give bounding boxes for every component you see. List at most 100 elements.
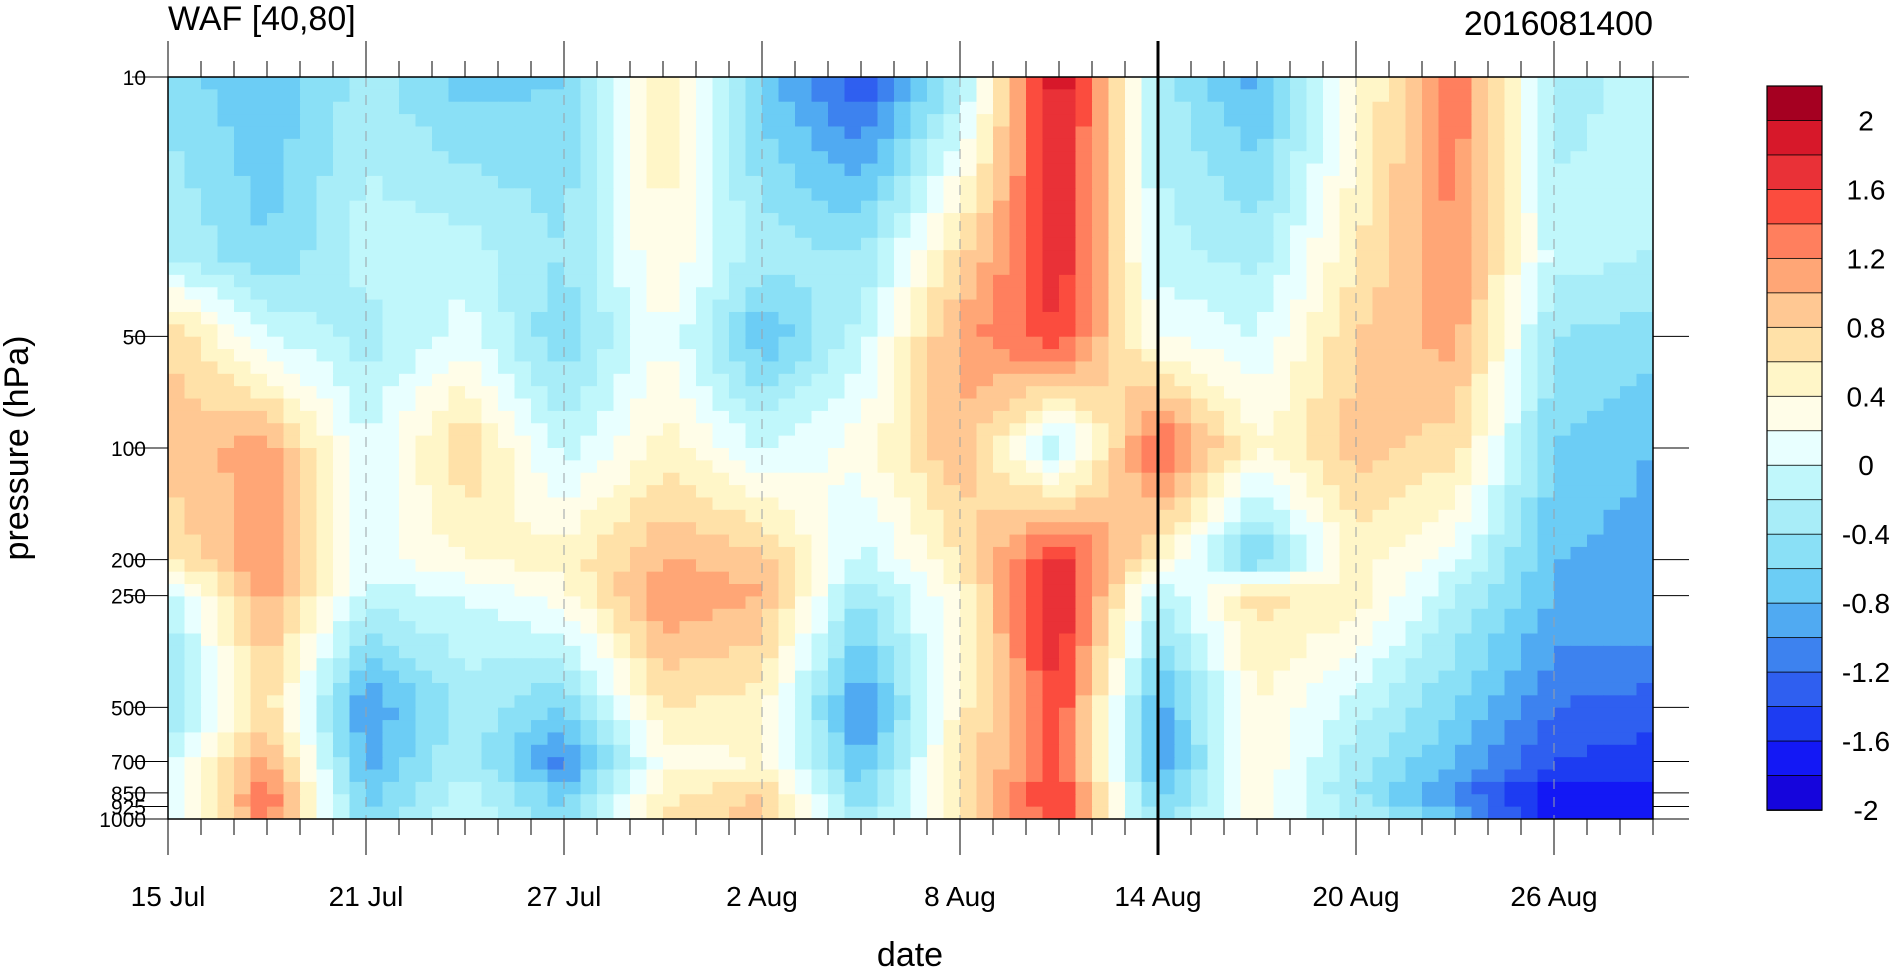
- field-cell: [217, 534, 235, 548]
- field-cell: [1587, 546, 1605, 560]
- field-cell: [514, 163, 532, 177]
- field-cell: [1636, 534, 1653, 548]
- field-cell: [300, 114, 318, 128]
- field-cell: [1488, 448, 1506, 461]
- field-cell: [943, 720, 961, 734]
- field-cell: [1009, 114, 1027, 128]
- field-cell: [1257, 188, 1275, 202]
- field-cell: [1306, 559, 1324, 573]
- field-cell: [1075, 311, 1093, 325]
- field-cell: [960, 732, 978, 746]
- field-cell: [795, 373, 813, 387]
- field-cell: [1125, 720, 1143, 734]
- field-cell: [1224, 373, 1242, 387]
- field-cell: [1554, 77, 1572, 90]
- field-cell: [1471, 77, 1489, 90]
- field-cell: [333, 695, 351, 709]
- field-cell: [283, 151, 301, 165]
- field-cell: [465, 472, 483, 486]
- field-cell: [1125, 732, 1143, 746]
- field-cell: [349, 423, 367, 437]
- field-cell: [630, 262, 648, 276]
- field-cell: [1257, 559, 1275, 573]
- field-cell: [811, 250, 829, 264]
- field-cell: [580, 744, 598, 758]
- field-cell: [333, 497, 351, 511]
- field-cell: [1521, 287, 1539, 301]
- field-cell: [811, 509, 829, 523]
- field-cell: [663, 670, 681, 684]
- field-cell: [580, 188, 598, 202]
- field-cell: [1224, 188, 1242, 202]
- field-cell: [894, 324, 912, 338]
- field-cell: [1372, 497, 1390, 511]
- field-cell: [1075, 77, 1093, 90]
- field-cell: [382, 509, 400, 523]
- field-cell: [1273, 373, 1291, 387]
- field-cell: [1108, 324, 1126, 338]
- field-cell: [828, 645, 846, 659]
- field-cell: [1323, 101, 1341, 115]
- field-cell: [927, 534, 945, 548]
- field-cell: [646, 225, 664, 239]
- field-cell: [1339, 324, 1357, 338]
- field-cell: [448, 151, 466, 165]
- field-cell: [1207, 485, 1225, 499]
- field-cell: [927, 546, 945, 560]
- field-cell: [217, 274, 235, 288]
- field-cell: [927, 114, 945, 128]
- field-cell: [1174, 89, 1192, 103]
- field-cell: [828, 584, 846, 597]
- field-cell: [267, 77, 285, 90]
- field-cell: [1092, 361, 1110, 375]
- field-cell: [1471, 386, 1489, 400]
- field-cell: [828, 460, 846, 474]
- field-cell: [646, 522, 664, 536]
- field-cell: [1554, 398, 1572, 412]
- field-cell: [1422, 608, 1440, 622]
- field-cell: [1092, 225, 1110, 239]
- field-cell: [1092, 262, 1110, 276]
- field-cell: [1438, 126, 1456, 140]
- field-cell: [531, 472, 549, 486]
- field-cell: [432, 497, 450, 511]
- field-cell: [762, 410, 780, 424]
- field-cell: [184, 485, 202, 499]
- field-cell: [1455, 336, 1473, 350]
- field-cell: [1389, 410, 1407, 424]
- field-cell: [1240, 213, 1258, 226]
- field-cell: [844, 311, 862, 325]
- field-cell: [514, 645, 532, 659]
- field-cell: [1537, 114, 1555, 128]
- field-cell: [1422, 373, 1440, 387]
- field-cell: [1257, 175, 1275, 189]
- field-cell: [844, 732, 862, 746]
- field-cell: [547, 410, 565, 424]
- field-cell: [1356, 608, 1374, 622]
- field-cell: [976, 398, 994, 412]
- field-cell: [960, 423, 978, 437]
- field-cell: [333, 138, 351, 152]
- field-cell: [1636, 77, 1653, 90]
- field-cell: [1570, 386, 1588, 400]
- field-cell: [1389, 361, 1407, 375]
- field-cell: [927, 559, 945, 573]
- field-cell: [1273, 670, 1291, 684]
- field-cell: [1620, 707, 1638, 721]
- field-cell: [943, 225, 961, 239]
- field-cell: [1158, 720, 1176, 734]
- field-cell: [333, 410, 351, 424]
- field-cell: [1372, 101, 1390, 115]
- field-cell: [630, 200, 648, 214]
- field-cell: [1471, 213, 1489, 226]
- field-cell: [333, 707, 351, 721]
- field-cell: [1141, 448, 1159, 461]
- field-cell: [333, 509, 351, 523]
- field-cell: [448, 361, 466, 375]
- field-cell: [514, 584, 532, 597]
- field-cell: [1372, 114, 1390, 128]
- field-cell: [481, 744, 499, 758]
- field-cell: [481, 213, 499, 226]
- field-cell: [844, 336, 862, 350]
- field-cell: [1207, 645, 1225, 659]
